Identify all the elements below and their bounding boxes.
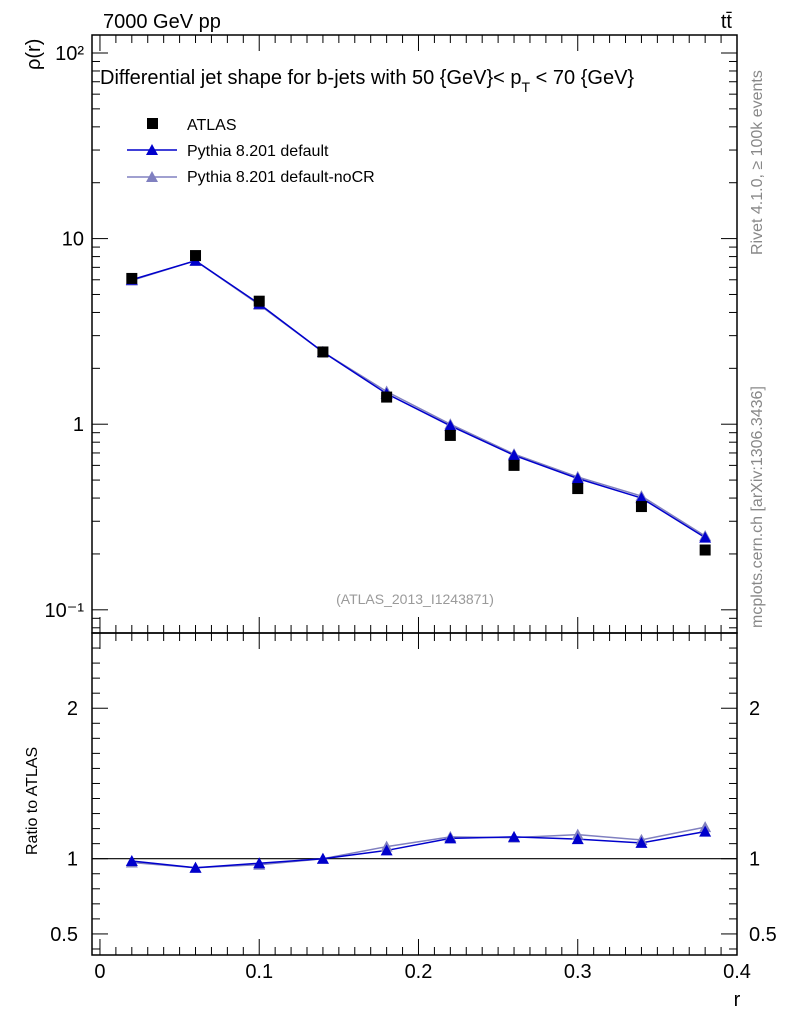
ratio-y-axis-label: Ratio to ATLAS <box>24 747 41 855</box>
ratio-pythia-default-line <box>131 830 706 869</box>
pythia-default-point <box>571 472 584 484</box>
atlas-data-point <box>381 391 393 403</box>
x-tick-label: 0 <box>94 961 105 983</box>
rivet-version-label: Rivet 4.1.0, ≥ 100k events <box>749 70 766 255</box>
x-tick-label: 0.4 <box>723 961 751 983</box>
plot-title-main: Differential jet shape for b-jets with 5… <box>100 67 522 89</box>
atlas-data-point <box>190 250 202 262</box>
ratio-pythia-nocr-line <box>131 826 706 869</box>
x-axis-label: r <box>734 989 741 1011</box>
pythia-default-point <box>635 492 648 504</box>
ratio-y-tick-label-left: 0.5 <box>50 924 78 946</box>
ratio-pythia-default-point <box>380 844 393 856</box>
atlas-data-point <box>253 295 265 307</box>
ratio-plot-frame <box>91 632 738 956</box>
ratio-y-tick-label-right: 0.5 <box>749 924 777 946</box>
pythia-nocr-line <box>131 259 706 537</box>
legend-pythia-nocr-label: Pythia 8.201 default-noCR <box>187 169 375 186</box>
atlas-data-point <box>126 272 138 284</box>
pythia-default-point <box>699 531 712 543</box>
energy-label: 7000 GeV pp <box>103 11 221 33</box>
x-tick-label: 0.3 <box>564 961 592 983</box>
pythia-default-point <box>508 449 521 461</box>
ratio-y-tick-label-right: 1 <box>749 849 760 871</box>
atlas-data-point <box>317 346 329 358</box>
x-tick-label: 0.2 <box>405 961 433 983</box>
ratio-pythia-default-point <box>253 857 266 869</box>
main-y-tick-label: 10² <box>55 43 84 65</box>
atlas-data-point <box>699 544 711 556</box>
atlas-data-point <box>635 501 647 513</box>
ratio-y-tick-label-right: 2 <box>749 698 760 720</box>
main-y-tick-label: 10⁻¹ <box>45 600 85 622</box>
legend-atlas-label: ATLAS <box>187 117 237 134</box>
legend: ATLAS Pythia 8.201 default Pythia 8.201 … <box>127 117 375 186</box>
atlas-data-point <box>444 429 456 441</box>
main-y-axis-label: ρ(r) <box>23 39 45 70</box>
ratio-pythia-default-point <box>699 825 712 837</box>
main-plot-marks <box>125 250 712 556</box>
ratio-pythia-default-point <box>571 833 584 845</box>
plot-title-suffix: < 70 {GeV} <box>530 67 634 89</box>
atlas-data-point <box>508 459 520 471</box>
legend-pythia-default-label: Pythia 8.201 default <box>187 143 329 160</box>
main-y-tick-label: 10 <box>62 229 84 251</box>
ratio-pythia-default-point <box>444 832 457 844</box>
legend-pythia-nocr-marker <box>146 171 158 182</box>
pythia-default-line <box>131 259 706 539</box>
ratio-pythia-default-point <box>635 836 648 848</box>
pythia-default-point <box>444 419 457 431</box>
x-tick-label: 0.1 <box>245 961 273 983</box>
plot-title-subscript: T <box>522 79 531 95</box>
ratio-pythia-default-point <box>508 830 521 842</box>
process-label: tt̄ <box>721 11 733 33</box>
main-y-tick-label: 1 <box>73 414 84 436</box>
plot-title: Differential jet shape for b-jets with 5… <box>100 67 634 95</box>
axis-ticks: 10⁻¹ 1 10 10² 0 0.1 0.2 0.3 0.4 0.5 0.5 1 1 2 2 <box>45 35 777 983</box>
ratio-pythia-default-point <box>125 854 138 866</box>
ratio-pythia-default-point <box>316 852 329 864</box>
ratio-pythia-default-point <box>189 861 202 873</box>
legend-atlas-marker <box>147 118 158 129</box>
mcplots-reference-label: mcplots.cern.ch [arXiv:1306.3436] <box>749 386 766 628</box>
analysis-watermark: (ATLAS_2013_I1243871) <box>336 591 494 607</box>
atlas-data-point <box>572 483 584 495</box>
legend-pythia-default-marker <box>146 144 158 155</box>
ratio-y-tick-label-left: 1 <box>67 849 78 871</box>
ratio-y-tick-label-left: 2 <box>67 698 78 720</box>
ratio-plot-marks <box>125 821 712 873</box>
